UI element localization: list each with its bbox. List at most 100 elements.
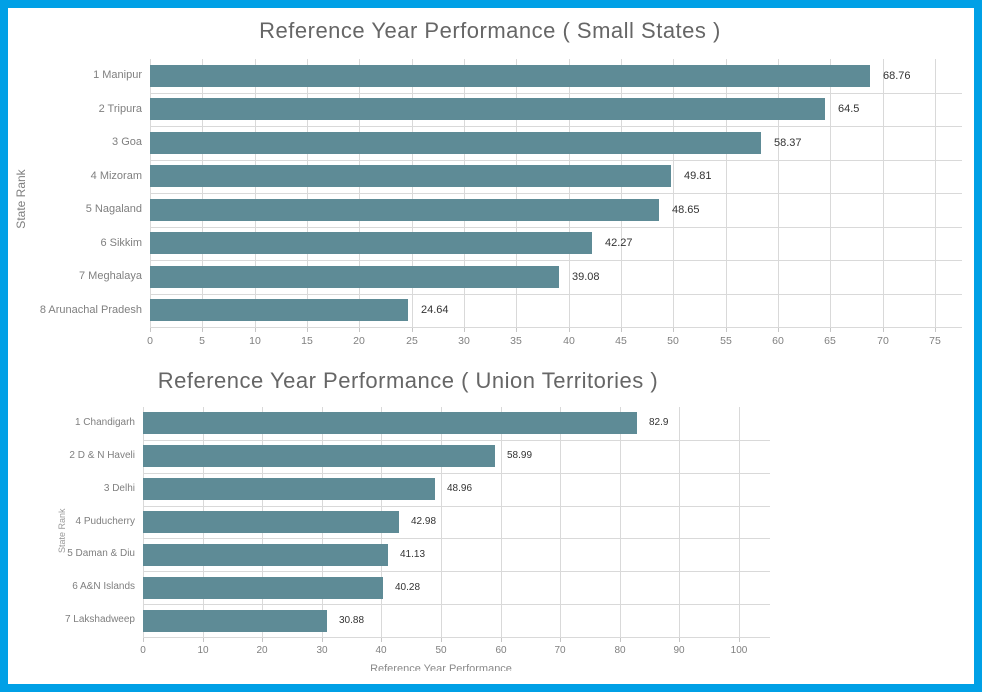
- value-label: 24.64: [421, 304, 449, 316]
- x-tick-label: 25: [406, 335, 418, 347]
- x-tick-label: 75: [929, 335, 941, 347]
- x-tick-mark: [143, 637, 144, 642]
- x-tick-mark: [726, 327, 727, 332]
- x-tick-label: 30: [458, 335, 470, 347]
- x-tick-mark: [569, 327, 570, 332]
- value-label: 41.13: [400, 549, 426, 560]
- value-label: 40.28: [395, 582, 421, 593]
- y-gridline: [143, 571, 770, 572]
- x-tick-mark: [412, 327, 413, 332]
- y-gridline: [150, 294, 962, 295]
- x-tick-mark: [673, 327, 674, 332]
- bar-7-meghalaya: [150, 266, 559, 288]
- bar-chart-union-territories: 0 10 20 30 40 50 60 70 80 90 100 82.9 1 Chandigarh 58…: [65, 407, 770, 656]
- y-gridline: [143, 637, 770, 638]
- x-tick-label: 20: [256, 645, 268, 656]
- x-axis-title-union-territories-clipped: Reference Year Performance: [370, 663, 512, 671]
- x-tick-label: 50: [435, 645, 447, 656]
- x-gridline: [679, 407, 680, 637]
- value-label: 64.5: [838, 103, 860, 115]
- category-label: 2 Tripura: [98, 102, 142, 115]
- x-tick-label: 45: [615, 335, 627, 347]
- y-gridline: [150, 327, 962, 328]
- x-tick-label: 30: [316, 645, 328, 656]
- x-tick-label: 20: [353, 335, 365, 347]
- value-label: 39.08: [572, 271, 600, 283]
- y-gridline: [150, 93, 962, 94]
- x-tick-label: 15: [301, 335, 313, 347]
- category-label: 1 Chandigarh: [74, 417, 135, 428]
- x-tick-mark: [203, 637, 204, 642]
- x-tick-label: 0: [147, 335, 153, 347]
- category-label: 4 Puducherry: [75, 515, 135, 527]
- y-gridline: [143, 538, 770, 539]
- x-tick-mark: [322, 637, 323, 642]
- bar-2-tripura: [150, 98, 825, 120]
- category-label: 3 Delhi: [103, 482, 135, 494]
- y-gridline: [150, 193, 962, 194]
- category-label: 7 Lakshadweep: [64, 614, 135, 626]
- bar-4-mizoram: [150, 165, 671, 187]
- x-tick-mark: [441, 637, 442, 642]
- bar-7-lakshadweep: [143, 610, 327, 632]
- x-tick-label: 50: [667, 335, 679, 347]
- category-label: 7 Meghalaya: [79, 270, 142, 282]
- chart-title-small-states: Reference Year Performance ( Small State…: [259, 18, 721, 43]
- chart-title-union-territories: Reference Year Performance ( Union Terri…: [157, 368, 659, 393]
- x-gridline: [560, 407, 561, 637]
- x-gridline: [501, 407, 502, 637]
- value-label: 58.37: [774, 137, 802, 149]
- bar-1-chandigarh: [143, 412, 637, 434]
- bar-8-arunachal-pradesh: [150, 299, 408, 321]
- y-gridline: [150, 126, 962, 127]
- bar-3-goa: [150, 132, 761, 154]
- x-tick-label: 60: [495, 645, 507, 656]
- x-tick-label: 60: [772, 335, 784, 347]
- x-tick-mark: [516, 327, 517, 332]
- y-gridline: [150, 260, 962, 261]
- x-tick-mark: [381, 637, 382, 642]
- bar-5-daman-diu: [143, 544, 388, 566]
- x-tick-mark: [830, 327, 831, 332]
- y-gridline: [143, 604, 770, 605]
- x-tick-mark: [307, 327, 308, 332]
- bar-4-puducherry: [143, 511, 399, 533]
- y-gridline: [143, 473, 770, 474]
- x-tick-label: 70: [554, 645, 566, 656]
- bar-6-sikkim: [150, 232, 592, 254]
- x-tick-mark: [883, 327, 884, 332]
- x-tick-label: 5: [199, 335, 205, 347]
- value-label: 48.65: [672, 204, 700, 216]
- bar-chart-small-states: 0 5 10 15 20 25 30 35 40 45 50 55 60 65 70 75 68.76 1 Man…: [40, 59, 962, 347]
- bar-6-a-n-islands: [143, 577, 383, 599]
- x-tick-label: 55: [720, 335, 732, 347]
- category-label: 5 Daman & Diu: [67, 548, 135, 560]
- x-tick-mark: [255, 327, 256, 332]
- bar-3-delhi: [143, 478, 435, 500]
- y-gridline: [150, 160, 962, 161]
- x-gridline: [739, 407, 740, 637]
- x-tick-mark: [620, 637, 621, 642]
- x-tick-label: 35: [510, 335, 522, 347]
- value-label: 42.27: [605, 237, 633, 249]
- x-tick-mark: [739, 637, 740, 642]
- value-label: 30.88: [339, 615, 365, 626]
- category-label: 6 A&N Islands: [72, 581, 135, 593]
- value-label: 58.99: [507, 450, 533, 461]
- x-tick-label: 80: [614, 645, 626, 656]
- bar-5-nagaland: [150, 199, 659, 221]
- x-tick-mark: [621, 327, 622, 332]
- value-label: 42.98: [411, 516, 437, 527]
- x-tick-mark: [464, 327, 465, 332]
- x-gridline: [441, 407, 442, 637]
- category-label: 3 Goa: [112, 136, 142, 148]
- x-tick-label: 100: [730, 645, 748, 656]
- value-label: 48.96: [447, 483, 473, 494]
- x-tick-label: 70: [877, 335, 889, 347]
- x-tick-mark: [359, 327, 360, 332]
- category-label: 4 Mizoram: [90, 169, 142, 182]
- x-tick-label: 10: [197, 645, 209, 656]
- value-label: 68.76: [883, 70, 911, 82]
- x-gridline: [620, 407, 621, 637]
